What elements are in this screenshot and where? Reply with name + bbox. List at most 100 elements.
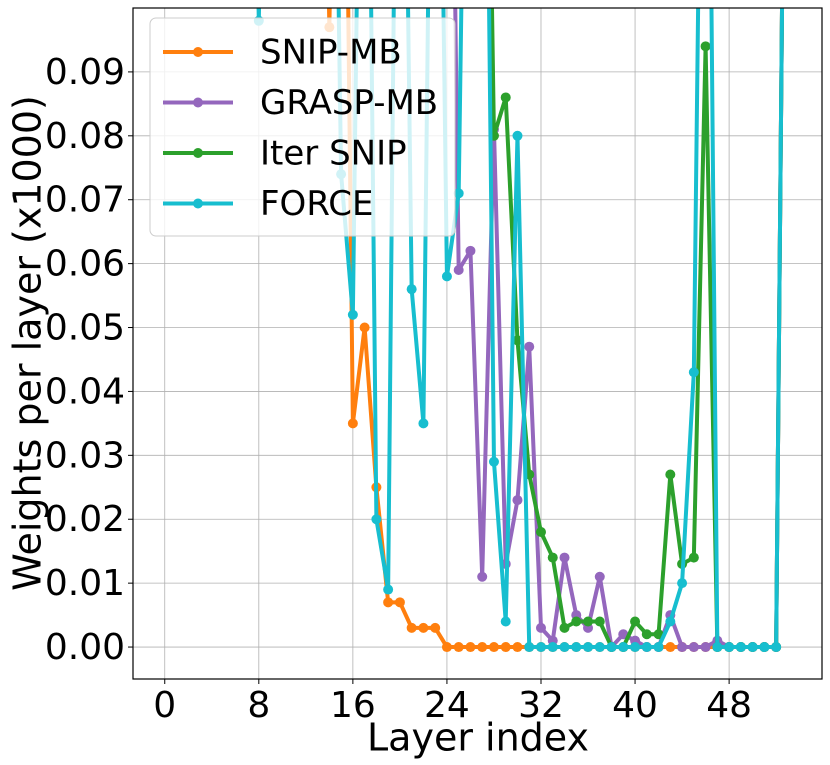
data-point xyxy=(618,629,629,640)
data-point xyxy=(512,130,523,141)
data-point xyxy=(571,642,582,653)
data-point xyxy=(500,616,511,627)
data-point xyxy=(677,642,688,653)
data-point xyxy=(418,418,429,429)
data-point xyxy=(441,271,452,282)
y-tick-label: 0.08 xyxy=(45,116,125,157)
data-point xyxy=(477,571,488,582)
data-point xyxy=(747,642,758,653)
data-point xyxy=(665,642,676,653)
data-point xyxy=(688,552,699,563)
data-point xyxy=(677,578,688,589)
x-tick-label: 40 xyxy=(612,685,658,726)
data-point xyxy=(465,642,476,653)
data-point xyxy=(759,642,770,653)
data-point xyxy=(465,245,476,256)
data-point xyxy=(559,552,570,563)
data-point xyxy=(512,642,523,653)
data-point xyxy=(735,642,746,653)
y-tick-label: 0.07 xyxy=(45,180,125,221)
data-point xyxy=(535,622,546,633)
data-point xyxy=(371,514,382,525)
data-point xyxy=(347,418,358,429)
data-point xyxy=(688,642,699,653)
x-tick-label: 0 xyxy=(153,685,176,726)
data-point xyxy=(583,616,594,627)
y-tick-label: 0.04 xyxy=(45,371,125,412)
data-point xyxy=(512,335,523,346)
data-point xyxy=(571,616,582,627)
plot-frame xyxy=(132,7,823,680)
data-point xyxy=(594,616,605,627)
y-tick-label: 0.05 xyxy=(45,308,125,349)
legend-label: FORCE xyxy=(260,184,373,224)
data-point xyxy=(618,642,629,653)
legend-marker xyxy=(193,97,203,108)
data-point xyxy=(430,622,441,633)
data-point xyxy=(547,642,558,653)
data-point xyxy=(583,642,594,653)
x-tick-label: 48 xyxy=(706,685,752,726)
x-tick-label: 16 xyxy=(330,685,376,726)
x-tick-label: 32 xyxy=(518,685,564,726)
x-tick-label: 8 xyxy=(247,685,270,726)
y-tick-label: 0.02 xyxy=(45,499,125,540)
legend-label: Iter SNIP xyxy=(260,134,407,174)
data-point xyxy=(630,642,641,653)
data-point xyxy=(453,265,464,276)
data-point xyxy=(559,622,570,633)
data-point xyxy=(665,616,676,627)
data-point xyxy=(500,92,511,103)
data-point xyxy=(383,584,394,595)
x-tick-label: 24 xyxy=(424,685,470,726)
data-point xyxy=(488,642,499,653)
y-tick-label: 0.01 xyxy=(45,563,125,604)
legend-marker xyxy=(193,47,203,57)
data-point xyxy=(641,629,652,640)
legend-marker xyxy=(193,148,203,158)
data-point xyxy=(771,642,782,653)
data-point xyxy=(347,309,358,320)
data-point xyxy=(700,642,711,653)
data-point xyxy=(359,322,370,333)
data-point xyxy=(406,622,417,633)
data-point xyxy=(535,527,546,538)
data-point xyxy=(606,642,617,653)
data-point xyxy=(477,642,488,653)
data-point xyxy=(512,495,523,506)
y-tick-label: 0.06 xyxy=(45,244,125,285)
series-line xyxy=(256,8,785,650)
data-point xyxy=(559,642,570,653)
data-point xyxy=(441,642,452,653)
data-point xyxy=(453,188,464,199)
data-point xyxy=(688,367,699,378)
data-point xyxy=(418,622,429,633)
data-point xyxy=(383,597,394,608)
data-point xyxy=(700,41,711,52)
data-point xyxy=(712,642,723,653)
legend-box xyxy=(149,17,456,237)
data-point xyxy=(394,597,405,608)
x-axis-label: Layer index xyxy=(367,716,589,760)
data-point xyxy=(488,456,499,467)
data-point xyxy=(594,571,605,582)
data-point xyxy=(535,642,546,653)
data-point xyxy=(524,642,535,653)
y-tick-label: 0.00 xyxy=(45,627,125,668)
data-point xyxy=(665,469,676,480)
data-point xyxy=(547,552,558,563)
legend-label: GRASP-MB xyxy=(260,83,438,123)
data-point xyxy=(630,616,641,627)
data-point xyxy=(641,642,652,653)
data-point xyxy=(524,341,535,352)
data-point xyxy=(453,642,464,653)
data-point xyxy=(724,642,735,653)
data-point xyxy=(406,284,417,295)
y-tick-label: 0.09 xyxy=(45,52,125,93)
data-point xyxy=(653,629,664,640)
data-point xyxy=(594,642,605,653)
legend-marker xyxy=(193,198,203,209)
legend-label: SNIP-MB xyxy=(260,33,402,73)
data-point xyxy=(653,642,664,653)
